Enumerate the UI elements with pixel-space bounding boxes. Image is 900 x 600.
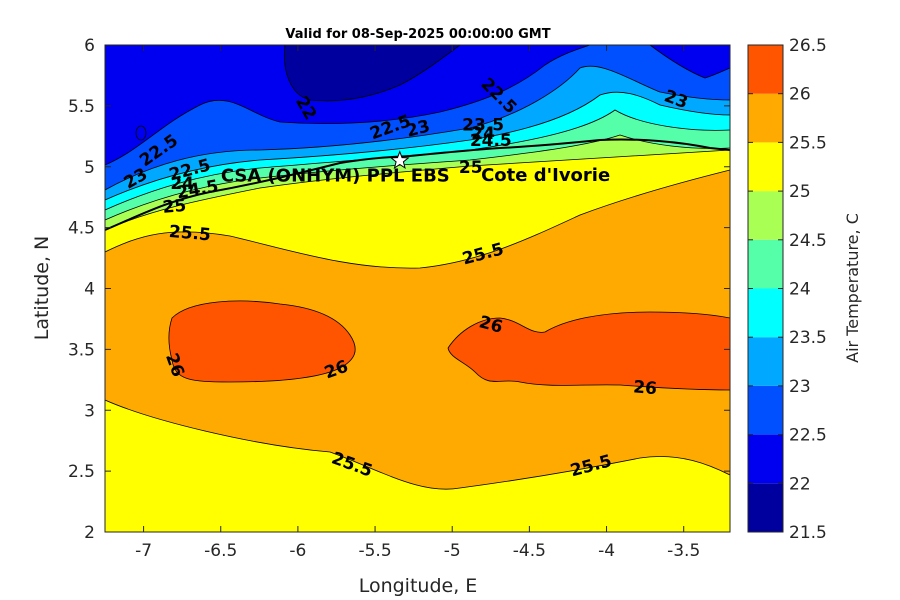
colorbar-tick-label: 23 <box>789 377 811 397</box>
site-label: CSA (ONHYM) PPL EBS <box>221 166 450 187</box>
plot-area <box>105 45 730 532</box>
y-tick-label: 3.5 <box>68 340 95 360</box>
x-axis-ticks: -7 -6.5 -6 -5.5 -5 -4.5 -4 -3.5 <box>135 45 700 561</box>
band-26-26.5-west <box>169 300 356 382</box>
chart-title: Valid for 08-Sep-2025 00:00:00 GMT <box>285 27 550 42</box>
colorbar-tick-label: 22 <box>789 474 811 494</box>
contour-label: 24.5 <box>470 131 512 151</box>
site-star-icon <box>389 150 410 170</box>
x-tick-label: -5 <box>444 541 461 561</box>
colorbar-tick-label: 26.5 <box>789 36 827 56</box>
colorbar-tick-label: 26 <box>789 85 811 105</box>
colorbar-band <box>748 288 783 338</box>
y-tick-label: 5 <box>84 158 95 178</box>
y-axis-ticks: 2 2.5 3 3.5 4 4.5 5 5.5 6 <box>68 36 730 543</box>
contour-label: 26 <box>632 377 657 399</box>
y-tick-label: 4 <box>84 280 95 300</box>
colorbar-label: Air Temperature, C <box>843 213 862 363</box>
colorbar-ticks: 21.5 22 22.5 23 23.5 24 24.5 25 25.5 26 26.5 <box>748 36 827 543</box>
contour-label: 24 <box>170 174 194 194</box>
x-axis-label: Longitude, E <box>359 575 478 597</box>
colorbar-tick-label: 25.5 <box>789 133 827 153</box>
y-tick-label: 4.5 <box>68 219 95 239</box>
colorbar-tick-label: 23.5 <box>789 328 827 348</box>
contour-label: 25 <box>459 158 483 178</box>
colorbar-band <box>748 385 783 435</box>
colorbar-tick-label: 21.5 <box>789 523 827 543</box>
x-tick-label: -5.5 <box>358 541 391 561</box>
colorbar-tick-label: 25 <box>789 182 811 202</box>
x-tick-label: -6 <box>289 541 306 561</box>
y-tick-label: 2.5 <box>68 462 95 482</box>
y-tick-label: 5.5 <box>68 97 95 117</box>
colorbar-band <box>748 45 783 94</box>
contour-lines <box>105 45 730 490</box>
coastline <box>105 138 730 231</box>
colorbar-band <box>748 239 783 289</box>
y-tick-label: 6 <box>84 36 95 56</box>
region-label: Cote d'Ivorie <box>481 165 610 186</box>
contour-label: 25.5 <box>168 222 212 246</box>
y-axis-label: Latitude, N <box>31 236 53 341</box>
band-22-22.5 <box>105 45 730 165</box>
colorbar-band <box>748 93 783 143</box>
colorbar-tick-label: 22.5 <box>789 426 827 446</box>
x-tick-label: -4.5 <box>513 541 546 561</box>
band-26-26.5-east <box>448 312 730 390</box>
colorbar-band <box>748 434 783 484</box>
colorbar-band <box>748 142 783 192</box>
band-25-25.5-south <box>105 400 730 532</box>
colorbar <box>748 45 783 532</box>
band-21.5-22 <box>284 45 460 101</box>
colorbar-band <box>748 191 783 240</box>
colorbar-tick-label: 24 <box>789 280 811 300</box>
y-tick-label: 3 <box>84 401 95 421</box>
colorbar-band <box>748 337 783 386</box>
x-tick-label: -4 <box>598 541 615 561</box>
site-marker-group: CSA (ONHYM) PPL EBS Cote d'Ivorie <box>221 150 610 187</box>
contour-label: 24 <box>471 124 495 144</box>
x-tick-label: -3.5 <box>667 541 700 561</box>
contour-label: 25 <box>162 196 187 218</box>
colorbar-tick-label: 24.5 <box>789 231 827 251</box>
x-tick-label: -6.5 <box>204 541 237 561</box>
colorbar-band <box>748 483 783 532</box>
y-tick-label: 2 <box>84 523 95 543</box>
x-tick-label: -7 <box>135 541 152 561</box>
contour-label: 23.5 <box>462 115 504 135</box>
